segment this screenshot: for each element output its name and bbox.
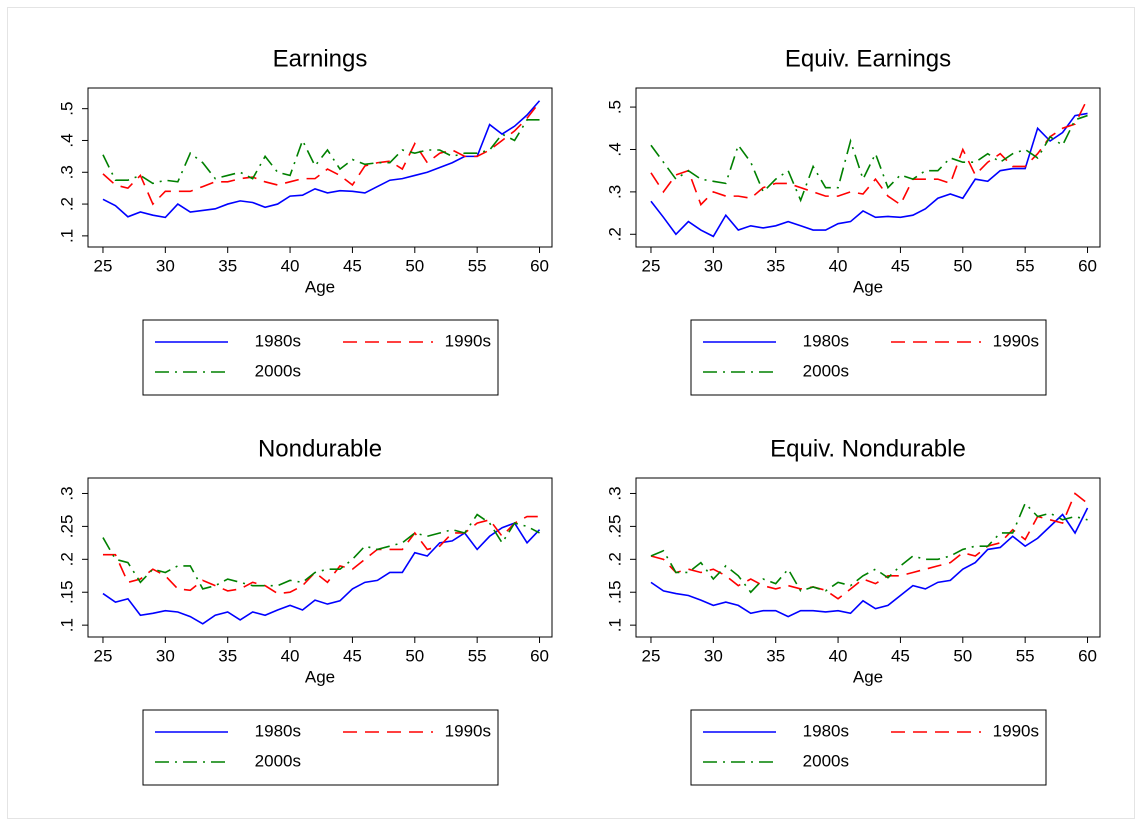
chart-title: Equiv. Earnings (785, 45, 951, 72)
y-tick-label: .2 (605, 227, 624, 241)
chart-title: Nondurable (258, 435, 382, 462)
panel: Earnings 25 30 35 40 45 50 55 60 .1 .2 .3 .4 .5 Age 198… (57, 45, 553, 396)
x-tick-label: 60 (530, 646, 549, 665)
y-tick-label: .2 (57, 197, 76, 211)
y-tick-label: .5 (605, 100, 624, 114)
y-tick-label: .4 (57, 133, 76, 147)
legend-label: 1990s (445, 331, 491, 350)
legend-box (690, 709, 1047, 786)
series-line (650, 98, 1089, 207)
x-tick-label: 40 (281, 256, 300, 275)
x-tick-label: 55 (1016, 646, 1035, 665)
y-tick-label: .3 (57, 486, 76, 500)
x-tick-label: 35 (218, 646, 237, 665)
x-tick-label: 25 (642, 256, 661, 275)
legend-label: 2000s (255, 361, 301, 380)
plot-frame (635, 477, 1101, 638)
legend-box (690, 319, 1047, 396)
x-tick-label: 40 (829, 256, 848, 275)
legend-label: 1990s (993, 721, 1039, 740)
x-tick-label: 40 (281, 646, 300, 665)
chart-title: Equiv. Nondurable (770, 435, 966, 462)
y-tick-label: .1 (57, 618, 76, 632)
x-axis-label: Age (853, 667, 883, 686)
x-tick-label: 50 (953, 646, 972, 665)
x-tick-label: 55 (1016, 256, 1035, 275)
legend-label: 2000s (803, 361, 849, 380)
legend-box (142, 319, 499, 396)
x-tick-label: 50 (405, 256, 424, 275)
y-tick-label: .3 (605, 486, 624, 500)
x-tick-label: 30 (156, 256, 175, 275)
x-axis-label: Age (853, 277, 883, 296)
legend-label: 1980s (803, 721, 849, 740)
series-line (650, 112, 1088, 238)
y-tick-label: .3 (57, 165, 76, 179)
series-line (102, 513, 540, 590)
series-line (650, 507, 1089, 618)
y-tick-label: .25 (605, 515, 624, 539)
legend-label: 1990s (445, 721, 491, 740)
x-tick-label: 55 (468, 646, 487, 665)
x-tick-label: 30 (704, 256, 723, 275)
legend-label: 2000s (803, 751, 849, 770)
series-line (650, 114, 1088, 203)
outer-frame (7, 7, 1135, 819)
x-tick-label: 25 (94, 646, 113, 665)
panel: Nondurable 25 30 35 40 45 50 55 60 .1 .15 .2 .25 .3 Ag… (57, 435, 553, 786)
legend-label: 1990s (993, 331, 1039, 350)
y-tick-label: .1 (605, 618, 624, 632)
y-tick-label: .4 (605, 142, 624, 156)
x-tick-label: 25 (94, 256, 113, 275)
x-tick-label: 45 (343, 646, 362, 665)
x-tick-label: 25 (642, 646, 661, 665)
x-tick-label: 35 (218, 256, 237, 275)
series-line (650, 492, 1089, 600)
y-tick-label: .5 (57, 102, 76, 116)
x-tick-label: 35 (766, 256, 785, 275)
chart-title: Earnings (273, 45, 368, 72)
y-tick-label: .3 (605, 185, 624, 199)
legend-label: 1980s (255, 721, 301, 740)
y-tick-label: .15 (57, 580, 76, 604)
plot-frame (635, 87, 1101, 248)
series-line (102, 100, 541, 219)
x-tick-label: 60 (1078, 256, 1097, 275)
y-tick-label: .2 (57, 552, 76, 566)
x-tick-label: 50 (953, 256, 972, 275)
y-tick-label: .2 (605, 552, 624, 566)
x-tick-label: 45 (343, 256, 362, 275)
x-axis-label: Age (305, 277, 335, 296)
x-tick-label: 30 (704, 646, 723, 665)
series-line (102, 119, 540, 185)
x-tick-label: 50 (405, 646, 424, 665)
x-tick-label: 35 (766, 646, 785, 665)
legend-box (142, 709, 499, 786)
x-tick-label: 45 (891, 646, 910, 665)
plot-frame (87, 87, 553, 248)
y-tick-label: .15 (605, 580, 624, 604)
y-tick-label: .25 (57, 515, 76, 539)
legend-label: 1980s (803, 331, 849, 350)
x-tick-label: 40 (829, 646, 848, 665)
x-tick-label: 55 (468, 256, 487, 275)
y-tick-label: .1 (57, 229, 76, 243)
x-tick-label: 60 (1078, 646, 1097, 665)
panel: Equiv. Earnings 25 30 35 40 45 50 55 60 .2 .3 .4 .5 A… (605, 45, 1101, 396)
panel: Equiv. Nondurable 25 30 35 40 45 50 55 60 .1 .15 .2… (605, 435, 1101, 786)
series-line (102, 522, 541, 625)
legend-label: 1980s (255, 331, 301, 350)
x-tick-label: 60 (530, 256, 549, 275)
legend-label: 2000s (255, 751, 301, 770)
x-axis-label: Age (305, 667, 335, 686)
x-tick-label: 30 (156, 646, 175, 665)
x-tick-label: 45 (891, 256, 910, 275)
plot-frame (87, 477, 553, 638)
